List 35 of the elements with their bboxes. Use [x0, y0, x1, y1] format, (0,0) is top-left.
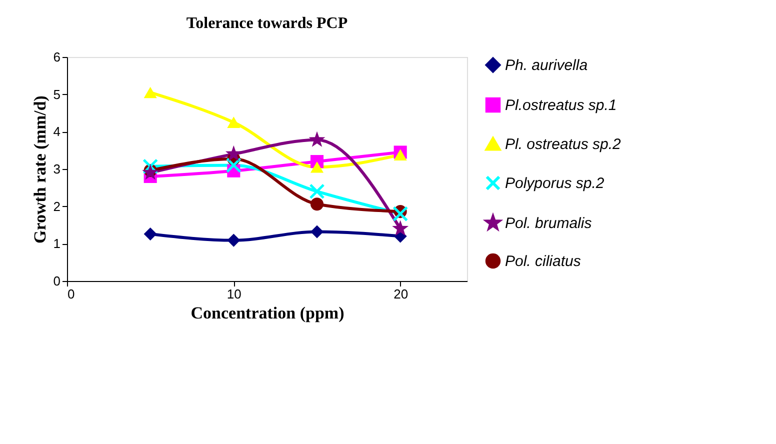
point: [144, 227, 157, 240]
point: [308, 131, 326, 147]
y-tick-label: 6: [53, 50, 60, 64]
legend-label: Pol. brumalis: [505, 215, 592, 232]
x-axis-title: Concentration (ppm): [190, 304, 344, 322]
y-tick-label: 4: [53, 124, 60, 140]
y-axis-title: Growth rate (mm/d): [30, 96, 50, 244]
point: [310, 225, 324, 238]
legend-label: Ph. aurivella: [505, 57, 588, 74]
point: [227, 234, 240, 247]
point: [225, 145, 242, 162]
point: [392, 220, 409, 236]
y-tick-label: 2: [53, 198, 60, 214]
y-tick-label: 5: [53, 86, 60, 102]
chart-title: Tolerance towards PCP: [186, 15, 348, 32]
point: [310, 161, 324, 173]
legend-label: Pl. ostreatus sp.2: [505, 136, 622, 153]
legend-label: Pol. ciliatus: [505, 253, 582, 270]
y-tick-label: 0: [53, 274, 60, 288]
point: [227, 116, 240, 128]
point: [309, 184, 325, 200]
x-tick-label: 20: [394, 286, 408, 302]
x-tick-label: 10: [226, 286, 242, 302]
y-tick-label: 3: [53, 162, 60, 176]
point: [394, 149, 407, 160]
legend-label: Pl.ostreatus sp.1: [505, 97, 617, 114]
point: [142, 158, 158, 174]
point: [142, 164, 159, 180]
legend-label: Polyporus sp.2: [505, 175, 605, 192]
point: [392, 206, 408, 222]
point: [226, 158, 242, 174]
point: [144, 86, 157, 98]
point: [310, 198, 324, 211]
y-tick-label: 1: [53, 236, 60, 252]
x-tick-label: 0: [68, 286, 75, 302]
